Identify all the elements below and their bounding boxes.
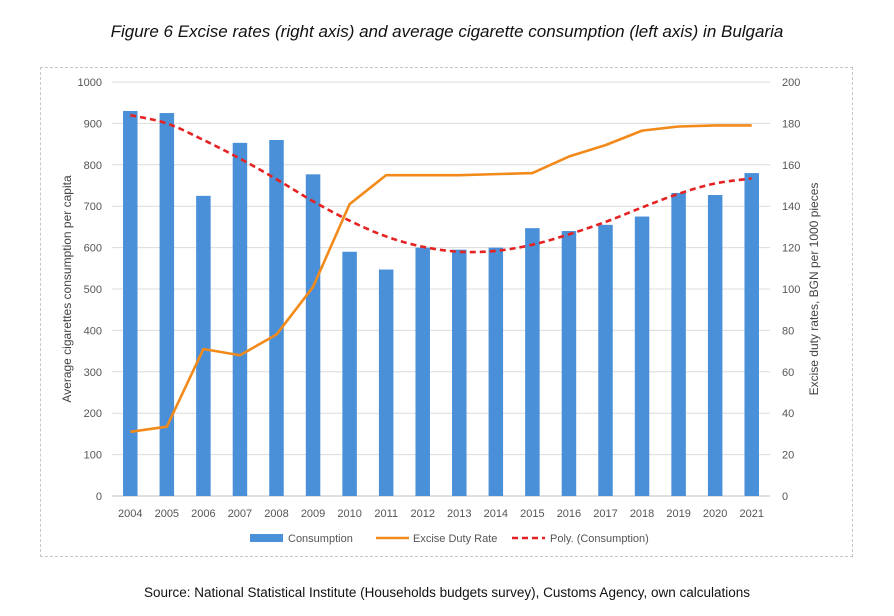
right-tick-label: 40: [782, 408, 794, 420]
x-tick-label: 2004: [118, 508, 142, 520]
right-axis-label: Excise duty rates, BGN per 1000 pieces: [807, 183, 821, 396]
polynomial-trend-line: [129, 113, 752, 254]
x-tick-label: 2019: [666, 508, 690, 520]
consumption-bar: [744, 173, 759, 496]
right-tick-label: 160: [782, 160, 800, 172]
x-tick-label: 2013: [447, 508, 471, 520]
consumption-bar: [671, 192, 686, 496]
figure-title: Figure 6 Excise rates (right axis) and a…: [110, 22, 784, 41]
right-tick-label: 120: [782, 243, 800, 255]
x-tick-label: 2017: [593, 508, 617, 520]
consumption-bar: [488, 247, 504, 496]
consumption-bar: [305, 174, 321, 496]
left-tick-label: 900: [84, 118, 102, 130]
left-tick-label: 0: [96, 491, 102, 503]
x-axis-ticks: 2004 2005 2006 2007 2008 2009 2010 2011 2012 2013…: [118, 508, 764, 520]
consumption-bar: [269, 139, 284, 496]
right-tick-label: 0: [782, 491, 788, 503]
gridlines: [112, 81, 770, 497]
source-note: Source: National Statistical Institute (…: [143, 585, 751, 600]
excise-duty-rate-line: [130, 124, 752, 434]
left-tick-label: 1000: [78, 77, 102, 89]
right-tick-label: 140: [782, 201, 800, 213]
right-tick-label: 180: [782, 118, 800, 130]
consumption-bars: [123, 110, 759, 497]
left-tick-label: 500: [84, 284, 102, 296]
consumption-bar: [452, 249, 467, 496]
consumption-bar: [598, 224, 613, 496]
consumption-bar: [196, 195, 211, 496]
consumption-bar: [159, 113, 175, 497]
x-tick-label: 2006: [191, 508, 215, 520]
right-tick-label: 20: [782, 450, 794, 462]
x-tick-label: 2011: [374, 508, 398, 520]
right-tick-label: 60: [782, 367, 794, 379]
x-tick-label: 2014: [484, 508, 508, 520]
x-tick-label: 2008: [264, 508, 288, 520]
x-tick-label: 2010: [337, 508, 361, 520]
consumption-bar: [378, 269, 394, 496]
consumption-bar: [634, 216, 650, 497]
x-tick-label: 2021: [739, 508, 763, 520]
legend-swatch-consumption: [250, 534, 283, 542]
legend: Consumption Excise Duty Rate Poly. (Consum…: [250, 533, 649, 545]
x-tick-label: 2020: [703, 508, 727, 520]
x-tick-label: 2018: [630, 508, 654, 520]
left-tick-label: 400: [84, 325, 102, 337]
consumption-bar: [232, 142, 248, 496]
series-lines: [129, 113, 752, 434]
x-tick-label: 2007: [228, 508, 252, 520]
consumption-bar: [415, 247, 430, 496]
x-tick-label: 2012: [410, 508, 434, 520]
left-tick-label: 700: [84, 201, 102, 213]
chart-frame: [40, 67, 853, 557]
consumption-bar: [123, 110, 138, 496]
left-tick-label: 200: [84, 408, 102, 420]
left-axis-label: Average cigarettes consumption per capit…: [60, 175, 74, 403]
consumption-bar: [525, 228, 540, 496]
x-tick-label: 2015: [520, 508, 544, 520]
x-tick-label: 2009: [301, 508, 325, 520]
legend-label-excise: Excise Duty Rate: [413, 533, 497, 545]
legend-label-poly: Poly. (Consumption): [550, 533, 649, 545]
consumption-bar: [707, 195, 723, 496]
right-axis-ticks: 0 20 40 60 80 100 120 140 160 180 200: [782, 77, 800, 503]
right-tick-label: 80: [782, 325, 794, 337]
left-tick-label: 800: [84, 160, 102, 172]
left-tick-label: 300: [84, 367, 102, 379]
consumption-bar: [561, 231, 577, 497]
left-axis-ticks: 0 100 200 300 400 500 600 700 800 900 1000: [78, 77, 102, 503]
left-tick-label: 600: [84, 243, 102, 255]
right-tick-label: 100: [782, 284, 800, 296]
x-tick-label: 2005: [155, 508, 179, 520]
legend-label-consumption: Consumption: [288, 533, 353, 545]
consumption-bar: [342, 251, 357, 496]
chart: 0 100 200 300 400 500 600 700 800 900 1000 0 20 40 60…: [60, 77, 821, 545]
right-tick-label: 200: [782, 77, 800, 89]
x-tick-label: 2016: [557, 508, 581, 520]
left-tick-label: 100: [84, 450, 102, 462]
